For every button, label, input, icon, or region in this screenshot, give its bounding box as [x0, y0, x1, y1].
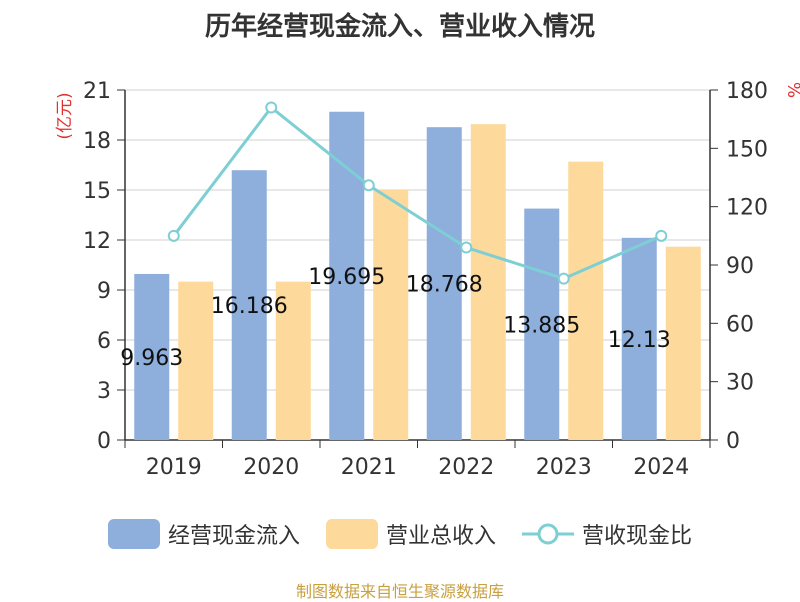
bar-revenue [568, 161, 604, 440]
ratio-point [167, 229, 180, 242]
x-tick-label: 2024 [633, 455, 689, 480]
right-tick-label: 180 [726, 79, 768, 104]
data-label: 12.13 [608, 328, 671, 353]
ratio-line [172, 105, 662, 281]
right-tick-label: 30 [726, 371, 754, 396]
ratio-point [265, 101, 278, 114]
right-tick-label: 150 [726, 137, 768, 162]
bar-cash-inflow [524, 208, 560, 440]
legend-label-cash-inflow: 经营现金流入 [167, 524, 300, 549]
ratio-point [655, 229, 668, 242]
data-label: 9.963 [120, 346, 183, 371]
left-tick-label: 15 [83, 179, 111, 204]
left-tick-label: 18 [83, 129, 111, 154]
right-axis-unit: % [783, 82, 800, 98]
data-label: 16.186 [211, 294, 288, 319]
bar-revenue [178, 281, 214, 440]
data-label: 19.695 [308, 265, 385, 290]
right-tick-label: 0 [726, 429, 740, 454]
bar-revenue [665, 246, 701, 440]
x-tick-label: 2023 [536, 455, 592, 480]
right-tick-label: 60 [726, 312, 754, 337]
legend-item-ratio[interactable]: 营收现金比 [522, 518, 692, 550]
bar-revenue [373, 190, 409, 440]
x-tick-label: 2019 [146, 455, 202, 480]
ratio-point [362, 179, 375, 192]
bar-revenue [470, 124, 506, 441]
x-tick-label: 2021 [341, 455, 397, 480]
left-tick-label: 9 [97, 279, 111, 304]
bar-cash-inflow [231, 170, 267, 440]
legend-swatch-revenue [325, 519, 378, 549]
left-tick-label: 12 [83, 229, 111, 254]
data-label: 18.768 [406, 273, 483, 298]
x-tick-label: 2020 [243, 455, 299, 480]
bar-cash-inflow [134, 273, 170, 440]
chart-title: 历年经营现金流入、营业收入情况 [204, 12, 595, 42]
data-label: 13.885 [503, 313, 580, 338]
bar-revenue [275, 281, 311, 440]
x-tick-label: 2022 [438, 455, 494, 480]
right-tick-label: 120 [726, 196, 768, 221]
left-tick-label: 3 [97, 379, 111, 404]
left-axis-unit: (亿元) [55, 92, 75, 139]
bar-cash-inflow [426, 127, 462, 440]
legend-label-ratio: 营收现金比 [582, 524, 693, 549]
ratio-point [557, 272, 570, 285]
legend: 经营现金流入 营业总收入 营收现金比 [0, 518, 800, 550]
ratio-point [460, 241, 473, 254]
legend-line-marker-icon [522, 523, 574, 545]
legend-item-cash-inflow[interactable]: 经营现金流入 [107, 518, 300, 550]
legend-swatch-cash-inflow [107, 519, 160, 549]
bar-cash-inflow [621, 237, 657, 440]
left-tick-label: 21 [83, 79, 111, 104]
left-tick-label: 0 [97, 429, 111, 454]
legend-label-revenue: 营业总收入 [385, 524, 496, 549]
source-note: 制图数据来自恒生聚源数据库 [295, 582, 504, 601]
right-tick-label: 90 [726, 254, 754, 279]
left-tick-label: 6 [97, 329, 111, 354]
legend-item-revenue[interactable]: 营业总收入 [325, 518, 496, 550]
